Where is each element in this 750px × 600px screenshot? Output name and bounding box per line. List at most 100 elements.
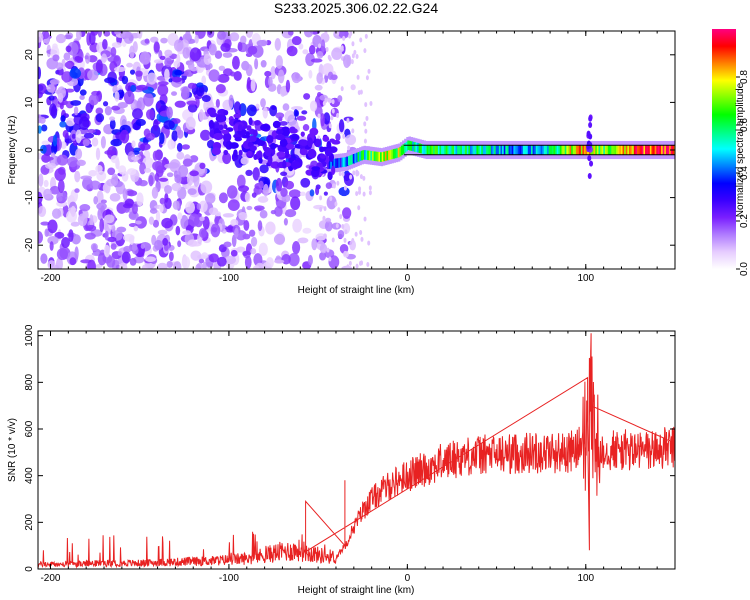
spectrogram-cell xyxy=(329,196,333,202)
spectrogram-cell xyxy=(584,145,587,155)
spectrogram-cell xyxy=(334,201,338,207)
spectrogram-cell xyxy=(359,174,363,180)
spectrogram-cell xyxy=(41,140,50,146)
spectrogram-cell xyxy=(481,145,484,155)
spectrogram-cell xyxy=(70,221,80,227)
spectrogram-cell xyxy=(657,145,661,155)
spectrogram-cell xyxy=(476,145,479,155)
spectrogram-cell xyxy=(114,91,120,102)
spectrogram-cell xyxy=(535,145,539,155)
spectrogram-cell xyxy=(193,173,200,187)
spectrogram-cell xyxy=(71,133,76,139)
spectrogram-cell xyxy=(586,143,591,150)
spectrogram-cell xyxy=(119,129,130,144)
spectrogram-cell xyxy=(357,152,360,162)
spectrogram-cell xyxy=(208,253,219,263)
spectrogram-cell xyxy=(364,33,368,39)
spectrogram-cell xyxy=(236,246,246,253)
spectrogram-cell xyxy=(59,103,64,110)
spectrogram-cell xyxy=(645,145,648,155)
spectrogram-cell xyxy=(320,113,325,127)
spectrogram-cell xyxy=(87,259,96,269)
spectrogram-cell xyxy=(275,129,284,135)
spectrogram-cell xyxy=(297,237,309,244)
spectrogram-cell xyxy=(188,213,200,227)
spectrogram-cell xyxy=(339,214,343,220)
spectrogram-cell xyxy=(227,199,240,212)
spectrogram-cell xyxy=(569,145,572,155)
spectrogram-cell xyxy=(38,114,42,124)
spectrogram-cell xyxy=(177,212,183,220)
spectrogram-cell xyxy=(322,100,326,106)
spectrogram-cell xyxy=(423,144,426,155)
spectrogram-cell xyxy=(60,115,66,123)
spectrogram-cell xyxy=(416,143,420,153)
spectrogram-cell xyxy=(110,47,117,57)
spectrogram-cell xyxy=(83,132,95,139)
spectrogram-cell xyxy=(256,39,268,47)
spectrogram-cell xyxy=(489,145,492,155)
spectrogram-cell xyxy=(362,150,365,160)
spectrogram-cell xyxy=(111,173,119,187)
spectrogram-cell xyxy=(48,95,55,101)
spectrogram-cell xyxy=(255,103,260,109)
spectrogram-x-tick-label: 0 xyxy=(405,273,411,284)
spectrogram-cell xyxy=(322,215,326,221)
spectrogram-cell xyxy=(479,145,482,155)
spectrogram-cell xyxy=(296,115,307,121)
spectrogram-cell xyxy=(318,43,322,49)
spectrogram-cell xyxy=(280,187,288,198)
spectrogram-cell xyxy=(144,38,150,44)
spectrogram-cell xyxy=(553,145,556,155)
spectrogram-cell xyxy=(110,138,122,147)
spectrogram-cell xyxy=(279,138,288,147)
spectrogram-cell xyxy=(173,39,184,52)
spectrogram-cell xyxy=(111,225,116,233)
spectrogram-cell xyxy=(222,132,232,142)
spectrogram-cell xyxy=(328,56,332,62)
spectrogram-cell xyxy=(238,149,243,156)
spectrogram-cell xyxy=(307,148,317,159)
spectrogram-cell xyxy=(531,145,534,155)
spectrogram-cell xyxy=(332,183,336,189)
spectrogram-cell xyxy=(49,103,57,117)
spectrogram-cell xyxy=(268,76,273,87)
spectrogram-cell xyxy=(40,253,48,264)
spectrogram-cell xyxy=(323,112,331,125)
spectrogram-cell xyxy=(54,231,65,239)
spectrogram-cell xyxy=(223,124,228,130)
spectrogram-cell xyxy=(290,196,301,211)
spectrogram-cell xyxy=(137,31,143,39)
spectrogram-cell xyxy=(335,223,339,229)
spectrogram-cell xyxy=(99,218,105,233)
spectrogram-cell xyxy=(47,219,58,234)
spectrogram-cell xyxy=(90,31,99,36)
spectrogram-cell xyxy=(662,145,665,155)
spectrogram-x-tick-label: -100 xyxy=(219,273,239,284)
spectrogram-cell xyxy=(323,206,327,212)
spectrogram-cell xyxy=(284,149,290,158)
spectrogram-cell xyxy=(457,145,460,155)
spectrogram-cell xyxy=(355,263,359,269)
spectrogram-cell xyxy=(619,145,622,155)
spectrogram-cell xyxy=(117,251,123,256)
spectrogram-cell xyxy=(95,107,104,115)
spectrogram-cell xyxy=(171,76,182,83)
spectrogram-cell xyxy=(667,145,670,155)
spectrogram-cell xyxy=(132,108,143,120)
spectrogram-cell xyxy=(363,48,367,54)
spectrogram-cell xyxy=(242,251,248,257)
spectrogram-cell xyxy=(270,161,280,169)
spectrogram-cell xyxy=(298,43,304,50)
spectrogram-cell xyxy=(341,223,345,229)
spectrogram-cell xyxy=(97,31,102,38)
spectrogram-cell xyxy=(62,71,70,83)
spectrogram-cell xyxy=(367,68,371,74)
spectrogram-cell xyxy=(102,38,108,50)
spectrogram-cell xyxy=(319,154,327,159)
spectrogram-cell xyxy=(129,257,137,266)
spectrogram-cell xyxy=(331,237,335,243)
spectrogram-cell xyxy=(587,155,592,162)
colorbar-tick-label: 0.6 xyxy=(739,118,750,132)
